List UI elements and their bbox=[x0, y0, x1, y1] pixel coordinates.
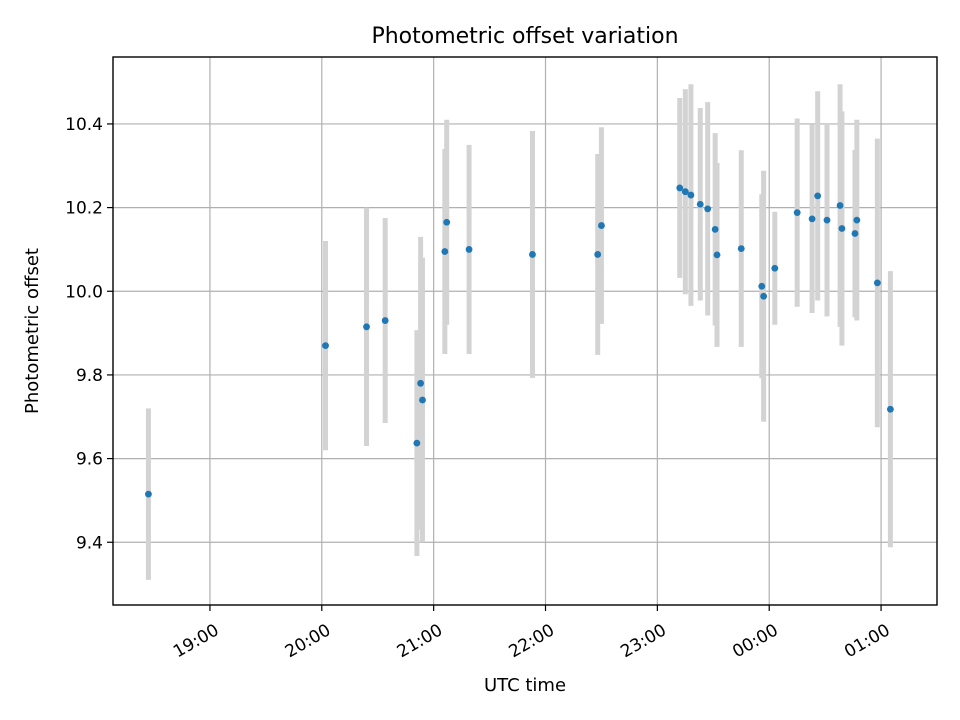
x-axis-label: UTC time bbox=[484, 675, 566, 696]
data-point bbox=[851, 230, 859, 237]
data-point bbox=[145, 490, 152, 498]
plot-frame bbox=[112, 56, 938, 606]
data-point bbox=[873, 279, 881, 287]
data-point bbox=[443, 218, 451, 226]
data-point bbox=[713, 251, 721, 259]
data-point bbox=[594, 251, 602, 258]
data-point bbox=[322, 342, 329, 350]
data-point bbox=[704, 205, 712, 213]
data-point bbox=[808, 215, 816, 223]
data-point bbox=[441, 248, 449, 255]
data-point bbox=[886, 405, 894, 413]
x-tick-label: 01:00 bbox=[841, 620, 893, 662]
x-tick-label: 21:00 bbox=[394, 620, 446, 662]
x-tick-label: 22:00 bbox=[506, 620, 558, 662]
y-tick-label: 10.4 bbox=[65, 115, 103, 135]
data-point bbox=[381, 317, 389, 324]
y-tick-label: 9.6 bbox=[76, 450, 103, 470]
data-point bbox=[529, 251, 536, 258]
data-point bbox=[413, 439, 421, 447]
data-point bbox=[853, 216, 861, 224]
data-point bbox=[417, 379, 425, 387]
x-tick-label: 20:00 bbox=[282, 620, 334, 662]
data-point bbox=[363, 323, 370, 331]
data-point bbox=[598, 222, 605, 229]
data-point bbox=[419, 396, 426, 404]
error-bar-layer bbox=[145, 84, 893, 580]
data-point bbox=[737, 245, 745, 252]
data-point bbox=[760, 292, 768, 300]
data-point bbox=[687, 191, 695, 199]
data-point bbox=[771, 264, 779, 272]
data-point bbox=[838, 225, 846, 232]
data-point bbox=[758, 282, 766, 290]
y-tick-label: 9.8 bbox=[76, 366, 103, 386]
data-point-layer bbox=[145, 184, 894, 498]
data-point bbox=[465, 246, 473, 253]
y-tick-label: 10.2 bbox=[65, 199, 103, 219]
x-tick-label: 19:00 bbox=[170, 620, 222, 662]
data-point bbox=[814, 192, 822, 200]
y-axis-label: Photometric offset bbox=[22, 248, 43, 414]
data-point bbox=[676, 184, 684, 192]
y-tick-label: 9.4 bbox=[76, 533, 103, 553]
chart-title: Photometric offset variation bbox=[371, 24, 678, 49]
x-tick-label: 00:00 bbox=[729, 620, 781, 662]
data-point bbox=[793, 209, 801, 217]
data-point bbox=[711, 225, 719, 233]
data-point bbox=[836, 202, 844, 209]
data-point bbox=[681, 188, 689, 196]
data-point bbox=[696, 200, 704, 208]
data-point bbox=[823, 216, 831, 224]
x-tick-label: 23:00 bbox=[617, 620, 669, 662]
y-tick-label: 10.0 bbox=[65, 282, 103, 302]
